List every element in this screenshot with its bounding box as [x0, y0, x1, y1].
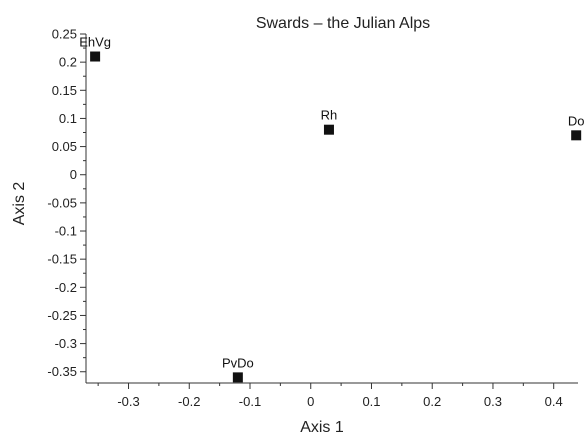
x-tick-label: -0.2: [178, 394, 200, 409]
x-tick-label: 0.4: [545, 394, 563, 409]
y-tick-label: -0.35: [47, 364, 77, 379]
x-tick-label: 0.3: [484, 394, 502, 409]
y-axis-title: Axis 2: [11, 182, 28, 226]
x-tick-label: 0.1: [362, 394, 380, 409]
x-axis-ticks: -0.3 -0.2 -0.1 0 0.1 0.2 0.3 0.4: [97, 383, 563, 409]
data-point-marker: [232, 372, 243, 383]
y-tick-label: 0.1: [59, 111, 77, 126]
x-axis-title: Axis 1: [300, 419, 344, 436]
chart-title: Swards – the Julian Alps: [256, 15, 430, 32]
data-point-label: EhVg: [79, 35, 111, 50]
y-tick-label: -0.2: [55, 280, 77, 295]
y-tick-label: 0.05: [52, 139, 77, 154]
x-tick-label: -0.3: [117, 394, 139, 409]
y-tick-label: -0.1: [55, 224, 77, 239]
x-tick-label: 0.2: [423, 394, 441, 409]
x-tick-label: -0.1: [239, 394, 261, 409]
data-point-label: PvDo: [222, 355, 254, 370]
y-tick-label: -0.05: [47, 195, 77, 210]
x-tick-label: 0: [307, 394, 314, 409]
data-point-label: Rh: [321, 108, 338, 123]
y-tick-label: 0: [70, 167, 77, 182]
y-tick-label: 0.25: [52, 27, 77, 42]
data-point-marker: [571, 130, 582, 141]
data-point-label: Do: [568, 113, 585, 128]
y-tick-label: 0.2: [59, 55, 77, 70]
y-axis-ticks: 0.25 0.2 0.15 0.1 0.05 0 -0.05 -0.1 -0.15 -0.2 -0.…: [47, 27, 86, 379]
y-tick-label: 0.15: [52, 83, 77, 98]
y-tick-label: -0.3: [55, 336, 77, 351]
data-points: EhVg Rh Do PvDo: [79, 35, 584, 383]
data-point-marker: [90, 51, 101, 62]
y-tick-label: -0.15: [47, 252, 77, 267]
data-point-marker: [323, 124, 334, 135]
y-tick-label: -0.25: [47, 308, 77, 323]
